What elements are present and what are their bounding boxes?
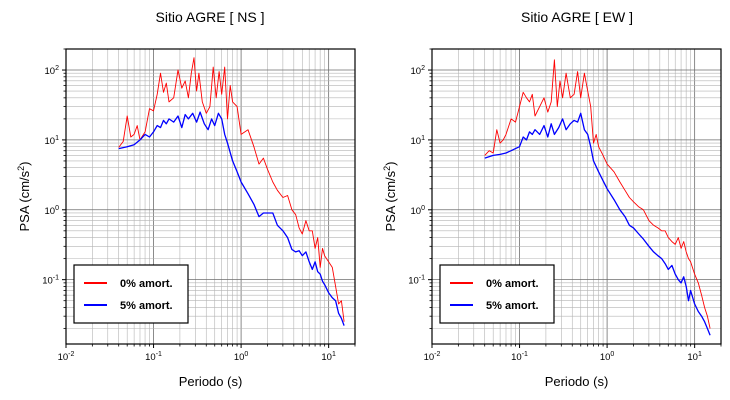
legend-label: 0% amort.: [120, 278, 173, 290]
legend-box: [73, 264, 189, 324]
x-tick-label: 10-1: [511, 351, 528, 363]
chart-title: Sitio AGRE [ EW ]: [521, 9, 633, 25]
series-line-red: [484, 59, 711, 329]
x-tick-label: 100: [600, 351, 615, 363]
y-tick-label: 10-1: [408, 275, 425, 287]
series-line-red: [118, 57, 345, 322]
legend-label: 5% amort.: [486, 300, 539, 312]
y-tick-label: 102: [411, 65, 426, 77]
y-tick-label: 102: [45, 65, 60, 77]
x-tick-label: 100: [234, 351, 249, 363]
legend-label: 0% amort.: [486, 278, 539, 290]
x-axis-label: Periodo (s): [179, 374, 243, 389]
x-tick-label: 10-2: [58, 351, 75, 363]
x-tick-label: 101: [321, 351, 336, 363]
x-tick-label: 101: [687, 351, 702, 363]
y-tick-label: 100: [411, 205, 426, 217]
y-tick-label: 101: [45, 135, 60, 147]
legend-label: 5% amort.: [120, 300, 173, 312]
series-line-blue: [118, 111, 345, 326]
legend: 0% amort. 5% amort.: [73, 264, 189, 324]
chart-panel-2: 10-2 10-1 100 101 10-1 100 101 102 0% amort. 5% a…: [382, 9, 722, 389]
x-tick-label: 10-1: [145, 351, 162, 363]
series-line-blue: [484, 112, 711, 336]
y-tick-label: 100: [45, 205, 60, 217]
plot-frame: [65, 48, 356, 345]
legend: 0% amort. 5% amort.: [439, 264, 555, 324]
chart-panel-1: 10-2 10-1 100 101 10-1 100 101 102 0% amort. 5% a…: [16, 9, 356, 389]
plot-frame: [431, 48, 722, 345]
y-tick-label: 101: [411, 135, 426, 147]
y-axis-label: PSA (cm/s2): [16, 161, 32, 231]
grid-lines: [65, 48, 356, 344]
legend-box: [439, 264, 555, 324]
y-tick-label: 10-1: [42, 275, 59, 287]
y-axis-label: PSA (cm/s2): [382, 161, 398, 231]
x-axis-label: Periodo (s): [545, 374, 609, 389]
chart-title: Sitio AGRE [ NS ]: [156, 9, 265, 25]
x-tick-label: 10-2: [424, 351, 441, 363]
